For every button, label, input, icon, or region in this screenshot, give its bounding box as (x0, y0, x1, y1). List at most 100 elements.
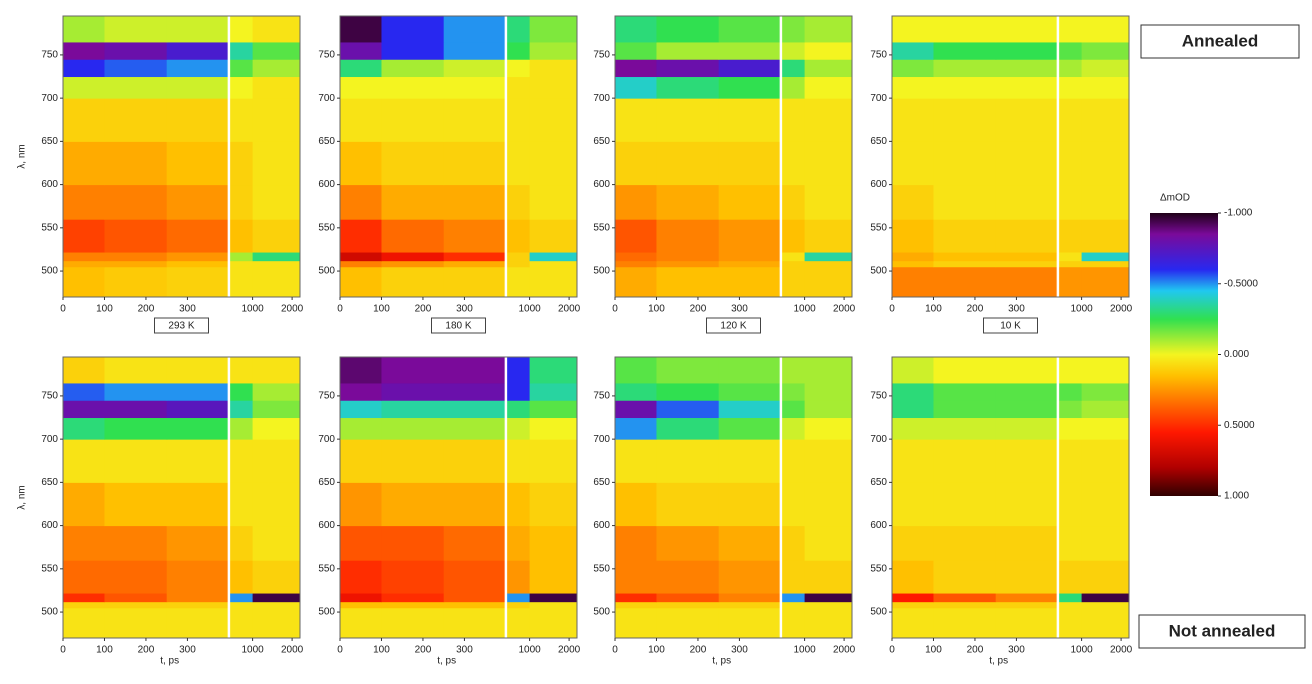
heatmap-cell (656, 482, 720, 527)
x-tick-label: 1000 (793, 645, 816, 656)
y-tick-label: 650 (870, 136, 887, 147)
heatmap-cell (995, 59, 1059, 78)
heatmap-cell (63, 76, 105, 99)
heatmap-cell (443, 98, 507, 142)
heatmap-cell (505, 184, 531, 220)
heatmap-cell (656, 98, 720, 142)
plot-frame (891, 356, 1130, 639)
heatmap-cell (529, 252, 578, 262)
heatmap-cell (804, 382, 853, 401)
x-tick-label: 100 (925, 304, 942, 315)
heatmap-cell (1057, 76, 1083, 99)
heatmap-cell (63, 593, 105, 603)
y-tick-label: 550 (318, 563, 335, 574)
heatmap-cell (252, 601, 301, 609)
heatmap-cell (340, 482, 382, 527)
x-tick-label: 300 (1008, 304, 1025, 315)
heatmap-cell (443, 59, 507, 78)
y-tick-label: 750 (41, 391, 58, 402)
y-tick-label: 750 (593, 50, 610, 61)
heatmap-cell (780, 400, 806, 419)
heatmap-cell (166, 16, 230, 43)
heatmap-cell (995, 98, 1059, 142)
heatmap-cell (63, 357, 105, 384)
plot-frame (614, 15, 853, 298)
heatmap-cell (104, 59, 168, 78)
heatmap-cell (340, 266, 382, 298)
heatmap-cell (656, 607, 720, 639)
heatmap-cell (656, 400, 720, 419)
heatmap-cell (443, 593, 507, 603)
heatmap-cell (615, 482, 657, 527)
heatmap-cell (63, 41, 105, 60)
heatmap-cell (804, 593, 853, 603)
heatmap-cell (252, 593, 301, 603)
heatmap-cell (228, 76, 254, 99)
heatmap-cell (505, 357, 531, 384)
heatmap-cell (1081, 607, 1130, 639)
heatmap-cell (340, 98, 382, 142)
heatmap-cell (166, 260, 230, 268)
heatmap-cell (892, 141, 934, 186)
heatmap-cell (933, 417, 997, 440)
colorbar-tick-label: 0.5000 (1224, 420, 1255, 431)
heatmap-cell (933, 400, 997, 419)
heatmap-cell (443, 607, 507, 639)
heatmap-cell (995, 252, 1059, 262)
heatmap-cell (1081, 560, 1130, 594)
heatmap-cell (252, 266, 301, 298)
heatmap-cell (780, 260, 806, 268)
x-tick-label: 1000 (241, 304, 264, 315)
heatmap-cell (1057, 141, 1083, 186)
heatmap-cell (505, 219, 531, 253)
heatmap-cell (63, 16, 105, 43)
heatmap-cell (780, 219, 806, 253)
heatmap-cell (995, 16, 1059, 43)
heatmap-cell (1081, 593, 1130, 603)
y-tick-label: 700 (593, 434, 610, 445)
x-axis-label: t, ps (437, 656, 456, 667)
heatmap-cell (166, 98, 230, 142)
heatmap-cell (892, 16, 934, 43)
heatmap-cell (228, 219, 254, 253)
x-tick-label: 1000 (1070, 645, 1093, 656)
panel-title-box (983, 317, 1038, 334)
heatmap-cell (892, 593, 934, 603)
y-tick-label: 650 (593, 136, 610, 147)
heatmap-cell (228, 59, 254, 78)
heatmap-cell (933, 260, 997, 268)
heatmap-cell (505, 76, 531, 99)
heatmap-cell (718, 357, 782, 384)
heatmap-cell (340, 417, 382, 440)
heatmap-cell (1081, 141, 1130, 186)
heatmap-cell (1057, 601, 1083, 609)
y-tick-label: 600 (593, 179, 610, 190)
y-tick-label: 650 (41, 477, 58, 488)
heatmap-cell (340, 607, 382, 639)
heatmap-cell (340, 260, 382, 268)
x-tick-label: 100 (373, 645, 390, 656)
heatmap-cell (995, 607, 1059, 639)
heatmap-cell (529, 417, 578, 440)
x-tick-label: 100 (648, 645, 665, 656)
heatmap-cell (615, 382, 657, 401)
heatmap-cell (1057, 417, 1083, 440)
y-tick-label: 550 (593, 563, 610, 574)
panel-title: 10 K (1000, 321, 1021, 332)
plot-frame (891, 15, 1130, 298)
heatmap-cell (718, 560, 782, 594)
heatmap-cell (718, 382, 782, 401)
heatmap-cell (340, 59, 382, 78)
heatmap-cell (104, 98, 168, 142)
heatmap-cell (804, 16, 853, 43)
heatmap-cell (228, 400, 254, 419)
y-tick-label: 650 (41, 136, 58, 147)
x-tick-label: 1000 (518, 304, 541, 315)
heatmap-cell (443, 260, 507, 268)
heatmap-cell (1081, 184, 1130, 220)
heatmap-cell (933, 439, 997, 483)
y-tick-label: 600 (318, 179, 335, 190)
heatmap-cell (228, 98, 254, 142)
heatmap-cell (780, 525, 806, 561)
heatmap-cell (63, 382, 105, 401)
